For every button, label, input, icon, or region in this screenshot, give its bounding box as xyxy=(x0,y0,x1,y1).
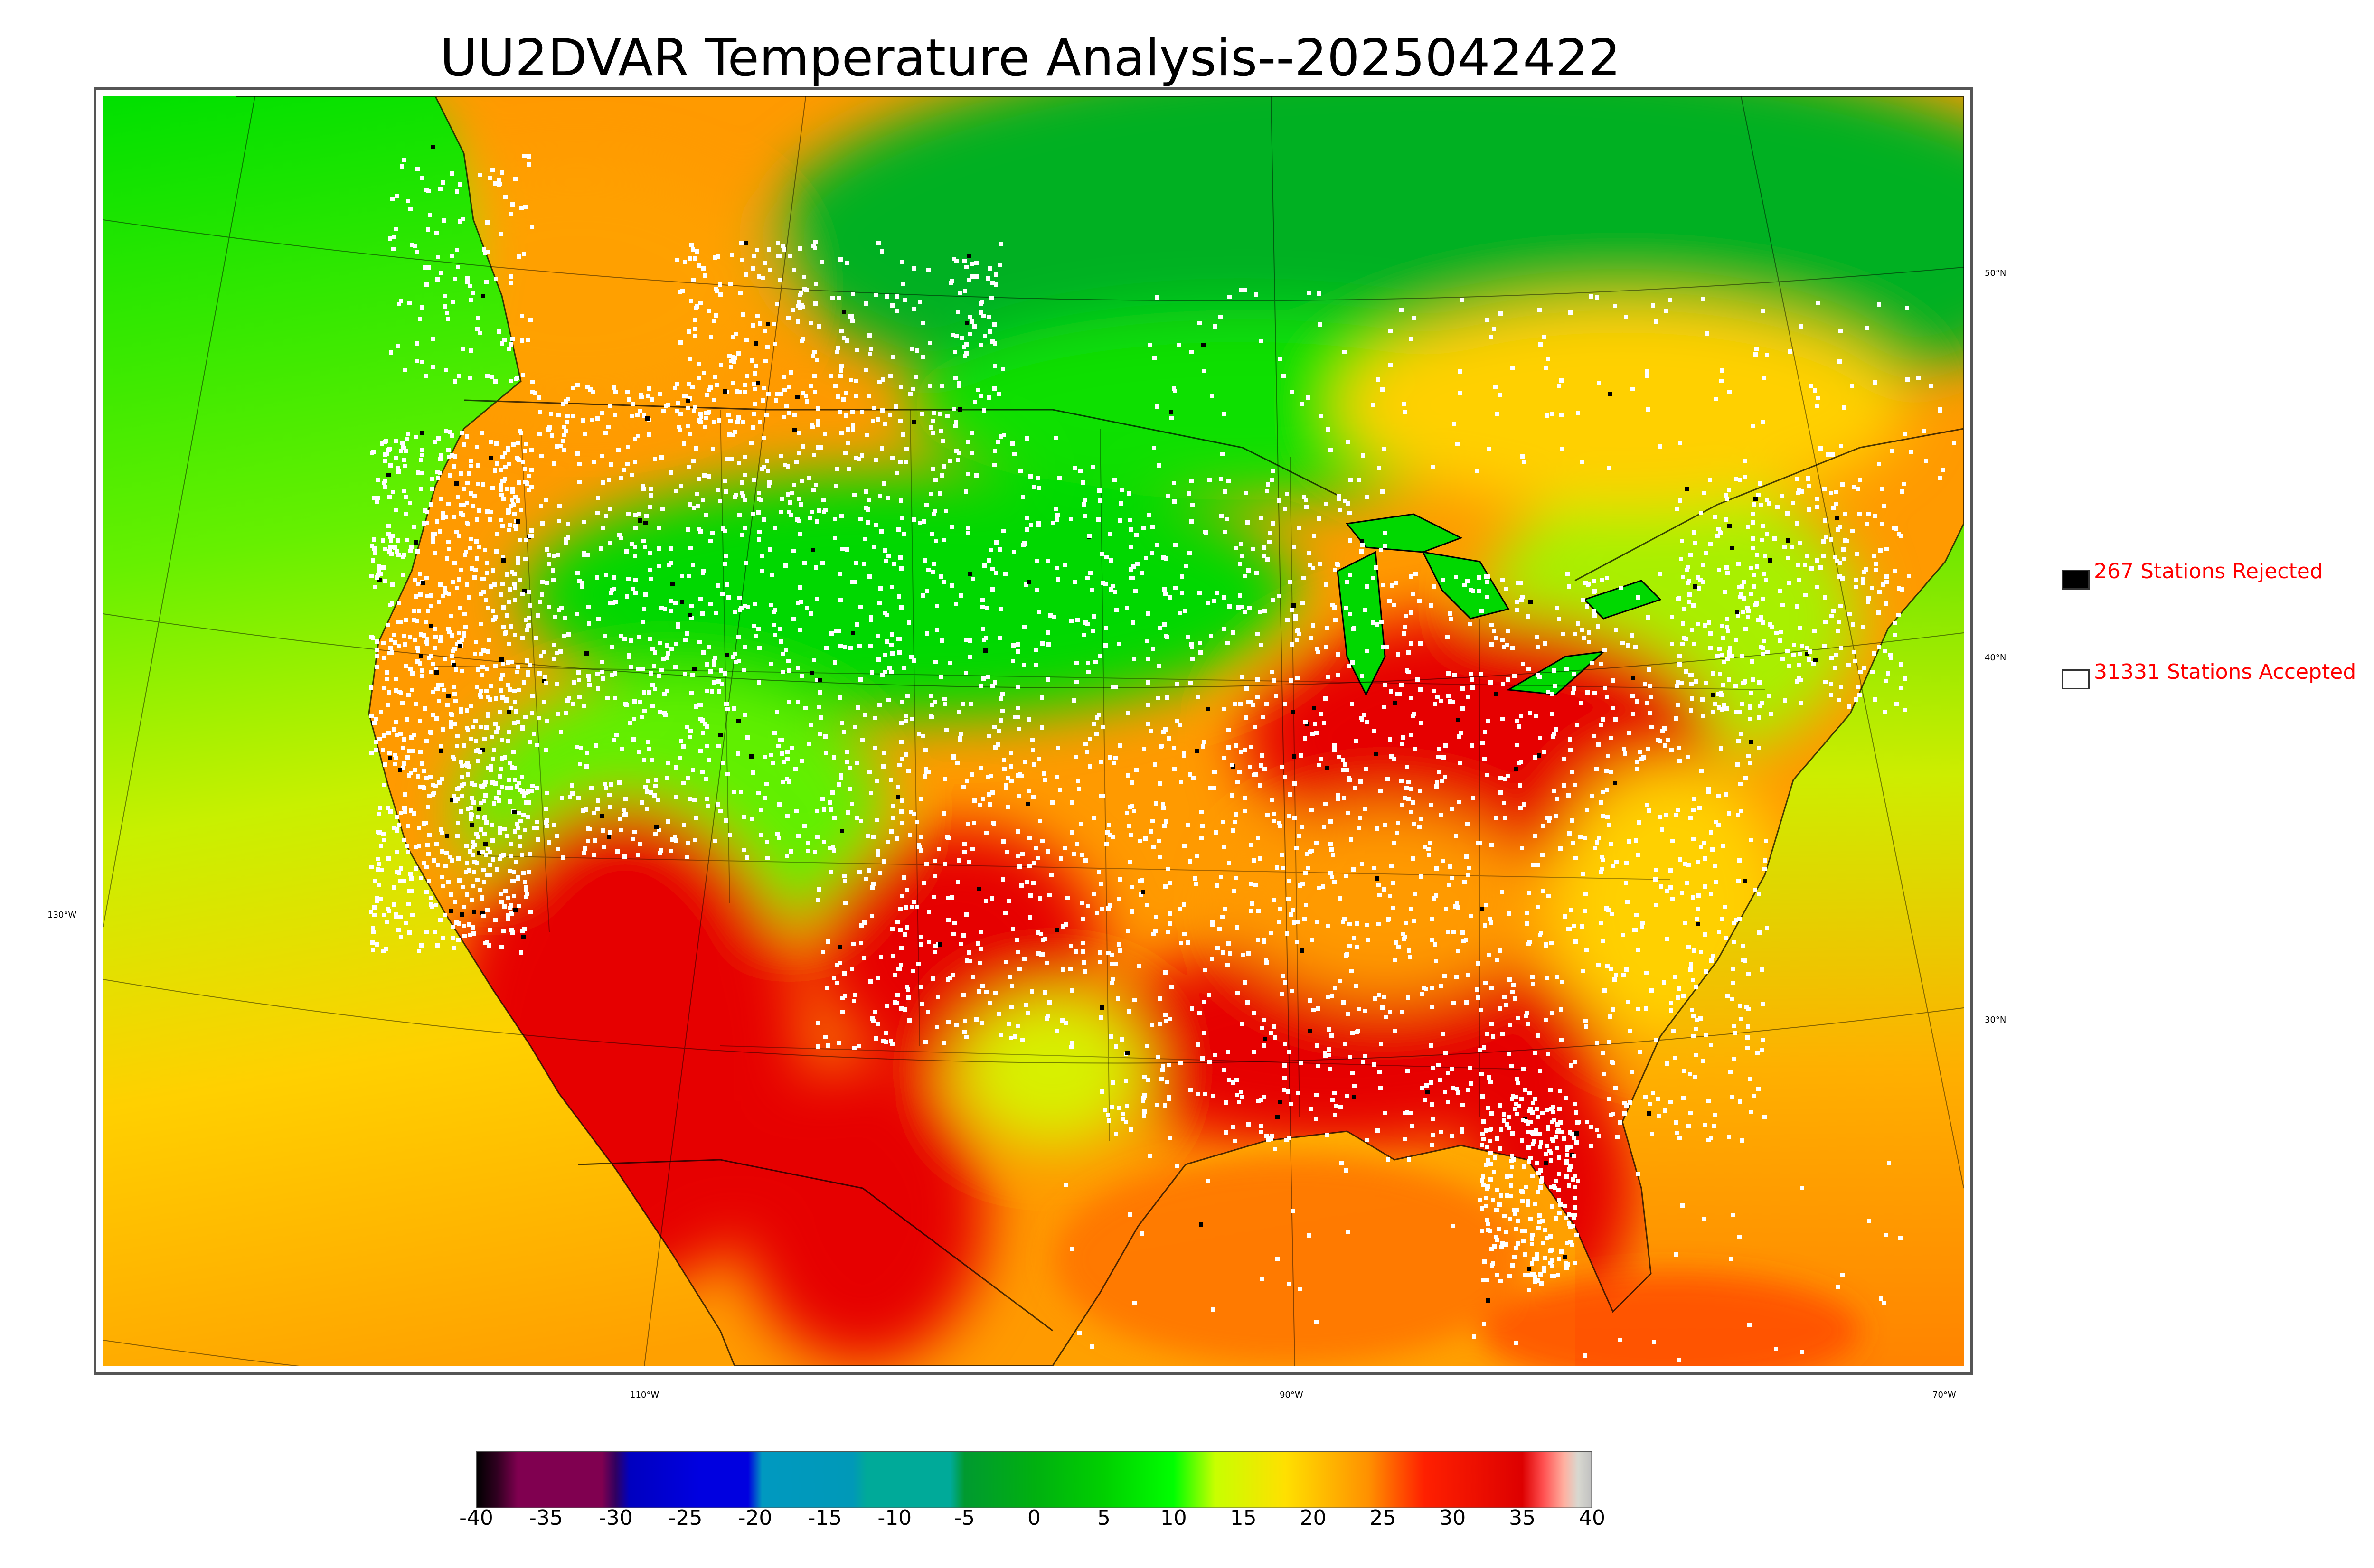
colorbar-tick-label: -20 xyxy=(738,1506,772,1530)
colorbar-tick-label: 0 xyxy=(1027,1506,1041,1530)
colorbar-gradient xyxy=(476,1451,1592,1508)
temperature-map[interactable] xyxy=(103,96,1964,1366)
lon-label-130w: 130°W xyxy=(47,910,77,920)
colorbar-tick-label: -30 xyxy=(598,1506,633,1530)
station-markers xyxy=(369,145,1956,1362)
lat-label-40n: 40°N xyxy=(1985,653,2007,663)
colorbar-tick-label: -35 xyxy=(528,1506,563,1530)
lat-label-30n: 30°N xyxy=(1985,1015,2007,1025)
map-frame xyxy=(94,87,1973,1375)
rejected-legend-swatch xyxy=(2062,570,2090,590)
lat-label-50n: 50°N xyxy=(1985,268,2007,278)
colorbar-tick-label: 10 xyxy=(1160,1506,1187,1530)
colorbar-tick-label: 35 xyxy=(1509,1506,1536,1530)
colorbar-tick-label: 30 xyxy=(1439,1506,1466,1530)
great-lakes xyxy=(1337,513,1662,696)
colorbar-tick-label: 15 xyxy=(1230,1506,1257,1530)
rejected-legend-label: 267 Stations Rejected xyxy=(2094,559,2323,583)
colorbar-tick-label: 40 xyxy=(1579,1506,1605,1530)
colorbar-tick-label: -40 xyxy=(459,1506,493,1530)
accepted-legend-swatch xyxy=(2062,669,2090,689)
colorbar-tick-label: 5 xyxy=(1097,1506,1111,1530)
colorbar xyxy=(476,1451,1592,1508)
accepted-legend-label: 31331 Stations Accepted xyxy=(2094,660,2356,684)
colorbar-tick-label: -25 xyxy=(668,1506,703,1530)
lon-label-70w: 70°W xyxy=(1932,1390,1956,1400)
colorbar-tick-label: 20 xyxy=(1300,1506,1327,1530)
gulf-of-mexico xyxy=(1053,1155,1860,1366)
colorbar-tick-label: -5 xyxy=(954,1506,975,1530)
lon-label-110w: 110°W xyxy=(630,1390,659,1400)
colorbar-tick-label: 25 xyxy=(1369,1506,1396,1530)
colorbar-tick-label: -15 xyxy=(808,1506,842,1530)
colorbar-tick-label: -10 xyxy=(877,1506,912,1530)
lon-label-90w: 90°W xyxy=(1280,1390,1303,1400)
map-title: UU2DVAR Temperature Analysis--2025042422 xyxy=(440,28,1621,88)
